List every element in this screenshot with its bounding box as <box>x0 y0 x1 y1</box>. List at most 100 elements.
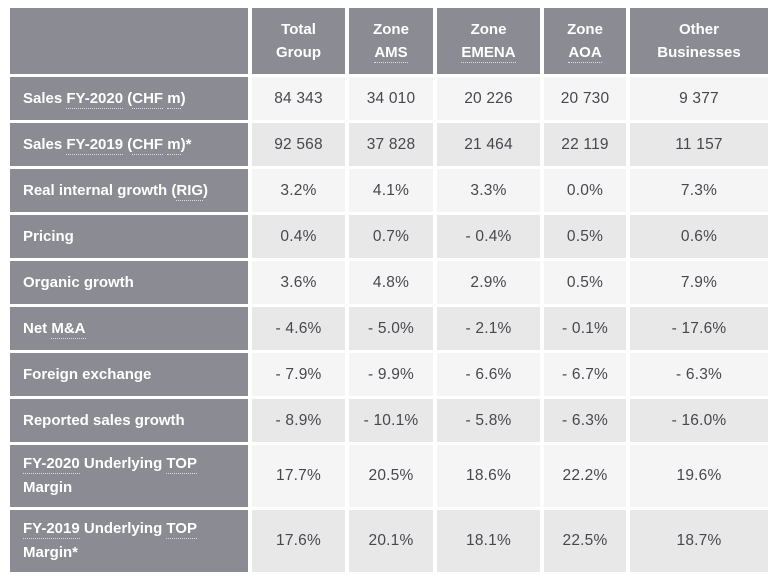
label-text: Businesses <box>657 44 741 61</box>
cell-fy-2019-underlying-top-margin-zone-aoa: 22.5% <box>544 510 626 572</box>
table-row-sales-fy-2020: Sales FY-2020 (CHF m) 84 343 34 010 20 226 2… <box>10 77 768 120</box>
cell-foreign-exchange-zone-emena: - 6.6% <box>437 353 540 396</box>
cell-net-ma-zone-ams: - 5.0% <box>349 307 433 350</box>
table-container: Total Group Zone AMS Zone EMENA Zone AOA Other Bu… <box>6 5 772 575</box>
table-row-fy-2019-underlying-top-margin: FY-2019 Underlying TOP Margin* 17.6% 20.1%… <box>10 510 768 572</box>
cell-net-ma-zone-emena: - 2.1% <box>437 307 540 350</box>
financial-results-table: Total Group Zone AMS Zone EMENA Zone AOA Other Bu… <box>6 5 772 575</box>
glossary-term[interactable]: TOP <box>166 455 197 474</box>
label-text: Zone <box>470 21 507 38</box>
column-header-line: Businesses <box>634 41 764 64</box>
cell-organic-growth-zone-emena: 2.9% <box>437 261 540 304</box>
glossary-term[interactable]: CHF <box>132 89 164 109</box>
cell-pricing-total-group: 0.4% <box>252 215 345 258</box>
cell-sales-fy-2019-other-businesses: 11 157 <box>630 123 768 166</box>
label-text: ) <box>203 181 209 199</box>
cell-organic-growth-zone-aoa: 0.5% <box>544 261 626 304</box>
cell-reported-sales-growth-zone-emena: - 5.8% <box>437 399 540 442</box>
glossary-term[interactable]: FY-2020 <box>66 89 124 109</box>
cell-foreign-exchange-zone-ams: - 9.9% <box>349 353 433 396</box>
cell-pricing-zone-aoa: 0.5% <box>544 215 626 258</box>
cell-sales-fy-2019-zone-ams: 37 828 <box>349 123 433 166</box>
table-row-net-ma: Net M&A - 4.6% - 5.0% - 2.1% - 0.1% - 17.6% <box>10 307 768 350</box>
column-header-line: Zone <box>548 18 622 41</box>
cell-reported-sales-growth-total-group: - 8.9% <box>252 399 345 442</box>
cell-pricing-zone-ams: 0.7% <box>349 215 433 258</box>
table-row-fy-2020-underlying-top-margin: FY-2020 Underlying TOP Margin 17.7% 20.5% 1… <box>10 445 768 507</box>
glossary-term[interactable]: FY-2019 <box>66 135 124 155</box>
cell-fy-2020-underlying-top-margin-total-group: 17.7% <box>252 445 345 507</box>
glossary-term[interactable]: AOA <box>568 44 602 63</box>
glossary-term[interactable]: EMENA <box>461 44 516 63</box>
cell-fy-2020-underlying-top-margin-other-businesses: 19.6% <box>630 445 768 507</box>
table-row-reported-sales-growth: Reported sales growth - 8.9% - 10.1% - 5.8%… <box>10 399 768 442</box>
label-text: Other <box>678 21 719 38</box>
label-text: Real internal growth ( <box>23 181 177 199</box>
table-row-real-internal-growth: Real internal growth (RIG) 3.2% 4.1% 3.3% 0.… <box>10 169 768 212</box>
row-label-net-ma: Net M&A <box>10 307 248 350</box>
row-label-sales-fy-2019: Sales FY-2019 (CHF m)* <box>10 123 248 166</box>
row-label-organic-growth: Organic growth <box>10 261 248 304</box>
cell-pricing-zone-emena: - 0.4% <box>437 215 540 258</box>
cell-foreign-exchange-zone-aoa: - 6.7% <box>544 353 626 396</box>
glossary-term[interactable]: m <box>167 135 181 155</box>
glossary-term[interactable]: CHF <box>132 135 164 155</box>
cell-real-internal-growth-zone-aoa: 0.0% <box>544 169 626 212</box>
row-label-pricing: Pricing <box>10 215 248 258</box>
cell-reported-sales-growth-other-businesses: - 16.0% <box>630 399 768 442</box>
cell-sales-fy-2019-zone-emena: 21 464 <box>437 123 540 166</box>
label-text: Net <box>23 319 52 337</box>
column-header-zone-ams: Zone AMS <box>349 8 433 74</box>
label-text: Foreign exchange <box>23 365 152 383</box>
cell-sales-fy-2020-zone-ams: 34 010 <box>349 77 433 120</box>
column-header-line: Group <box>256 41 341 64</box>
label-text: )* <box>180 135 192 153</box>
glossary-term[interactable]: RIG <box>176 181 204 201</box>
label-text: Margin* <box>23 544 79 561</box>
cell-reported-sales-growth-zone-ams: - 10.1% <box>349 399 433 442</box>
label-text: Sales <box>23 89 67 107</box>
glossary-term[interactable]: M&A <box>51 319 86 339</box>
column-header-line: AMS <box>353 41 429 64</box>
cell-sales-fy-2019-total-group: 92 568 <box>252 123 345 166</box>
label-text: Sales <box>23 135 67 153</box>
cell-foreign-exchange-other-businesses: - 6.3% <box>630 353 768 396</box>
cell-organic-growth-zone-ams: 4.8% <box>349 261 433 304</box>
table-row-pricing: Pricing 0.4% 0.7% - 0.4% 0.5% 0.6% <box>10 215 768 258</box>
column-header-line: EMENA <box>441 41 536 64</box>
cell-sales-fy-2020-zone-aoa: 20 730 <box>544 77 626 120</box>
cell-sales-fy-2020-zone-emena: 20 226 <box>437 77 540 120</box>
cell-net-ma-zone-aoa: - 0.1% <box>544 307 626 350</box>
cell-fy-2020-underlying-top-margin-zone-ams: 20.5% <box>349 445 433 507</box>
column-header-line: Total <box>256 18 341 41</box>
glossary-term[interactable]: FY-2019 <box>23 520 80 539</box>
column-header-zone-aoa: Zone AOA <box>544 8 626 74</box>
label-text: Underlying <box>79 455 167 472</box>
label-text: Pricing <box>23 227 74 245</box>
row-label-fy-2020-underlying-top-margin: FY-2020 Underlying TOP Margin <box>10 445 248 507</box>
cell-organic-growth-other-businesses: 7.9% <box>630 261 768 304</box>
glossary-term[interactable]: AMS <box>374 44 408 63</box>
label-text: ( <box>123 89 133 107</box>
label-text: Reported sales growth <box>23 411 185 429</box>
label-text: Underlying <box>79 520 167 537</box>
cell-real-internal-growth-zone-emena: 3.3% <box>437 169 540 212</box>
cell-real-internal-growth-zone-ams: 4.1% <box>349 169 433 212</box>
cell-sales-fy-2020-other-businesses: 9 377 <box>630 77 768 120</box>
glossary-term[interactable]: TOP <box>166 520 197 539</box>
cell-foreign-exchange-total-group: - 7.9% <box>252 353 345 396</box>
label-text: Organic growth <box>23 273 134 291</box>
cell-fy-2020-underlying-top-margin-zone-aoa: 22.2% <box>544 445 626 507</box>
cell-fy-2019-underlying-top-margin-other-businesses: 18.7% <box>630 510 768 572</box>
cell-fy-2019-underlying-top-margin-total-group: 17.6% <box>252 510 345 572</box>
row-label-reported-sales-growth: Reported sales growth <box>10 399 248 442</box>
table-header: Total Group Zone AMS Zone EMENA Zone AOA Other Bu… <box>10 8 768 74</box>
cell-real-internal-growth-total-group: 3.2% <box>252 169 345 212</box>
table-body: Sales FY-2020 (CHF m) 84 343 34 010 20 226 2… <box>10 77 768 572</box>
column-header-other-businesses: Other Businesses <box>630 8 768 74</box>
label-text: ( <box>123 135 133 153</box>
glossary-term[interactable]: m <box>167 89 181 109</box>
cell-fy-2019-underlying-top-margin-zone-emena: 18.1% <box>437 510 540 572</box>
glossary-term[interactable]: FY-2020 <box>23 455 80 474</box>
